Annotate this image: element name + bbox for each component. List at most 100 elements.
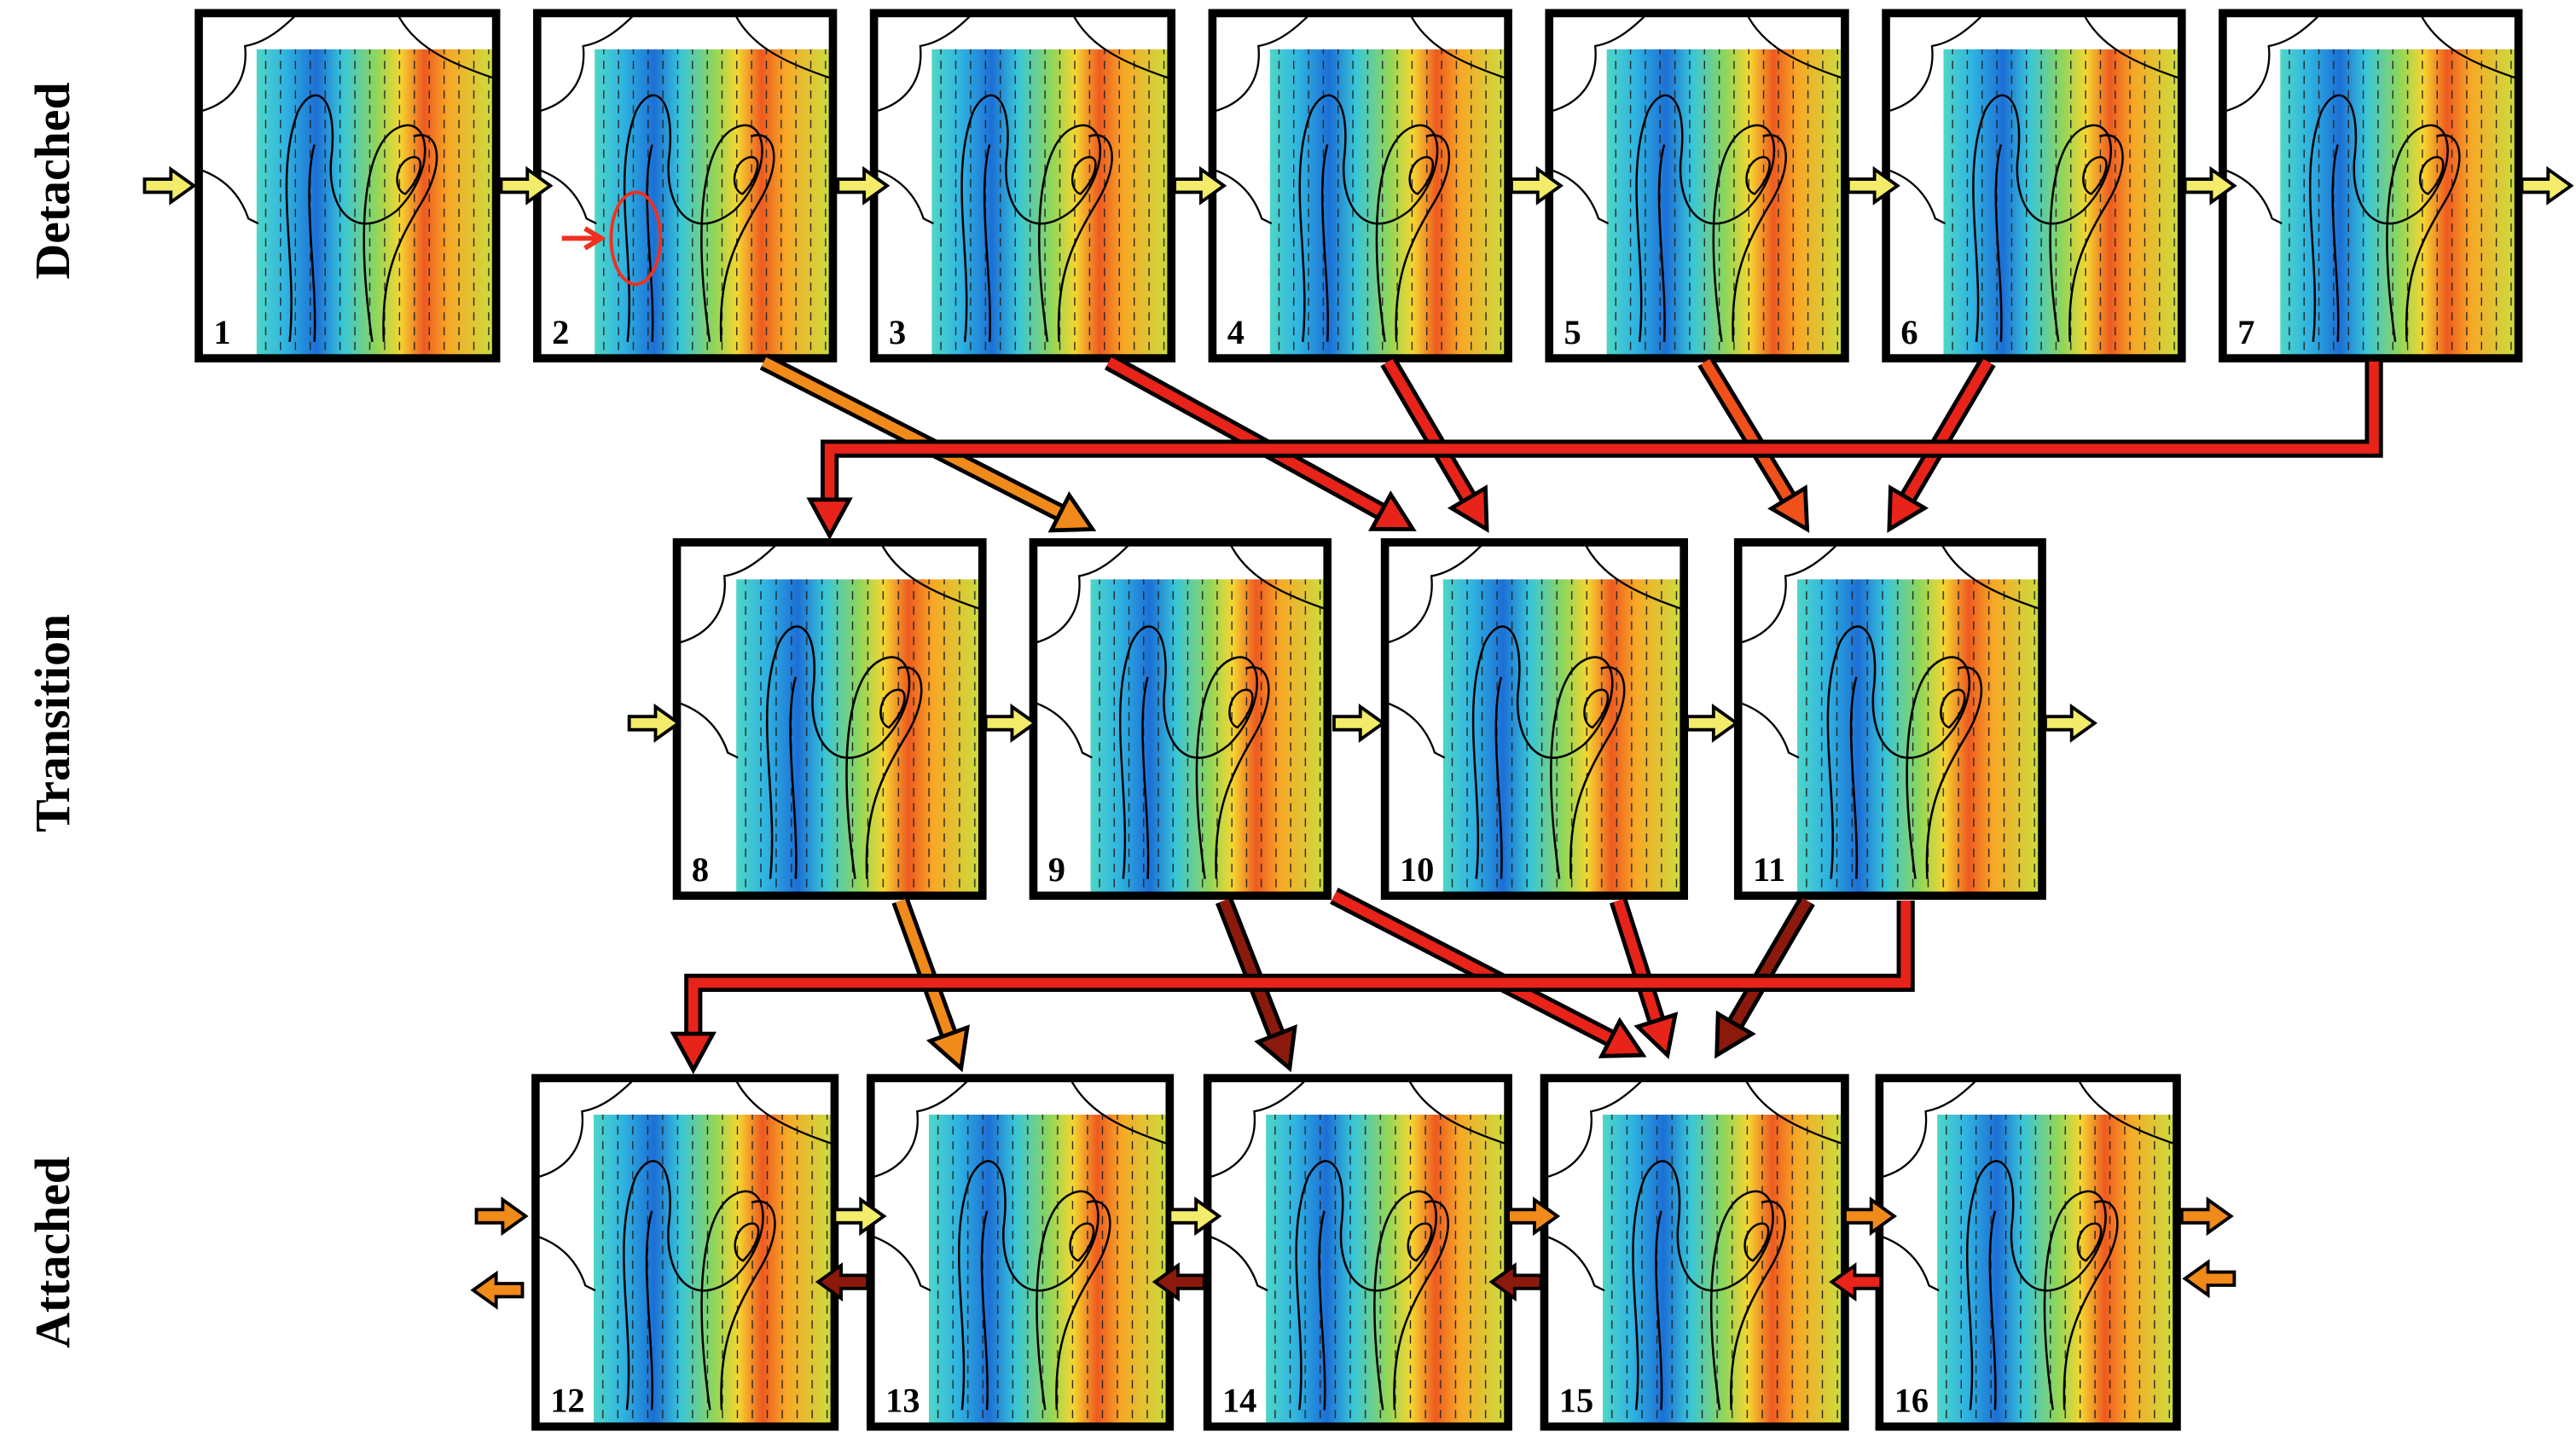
flow-arrow [2179,1197,2234,1237]
map-panel [870,1078,1170,1427]
panel-number: 15 [1559,1381,1593,1419]
panel-number: 7 [2237,313,2254,351]
arrow-body [824,361,2379,500]
map-panel [1738,542,2043,896]
arrow-body [896,899,954,1036]
arrow-outline [684,901,1915,1034]
panel-number: 16 [1894,1381,1929,1419]
arrow-body [1731,898,1812,1027]
panel-frame [1875,1074,2181,1431]
panel-number: 3 [889,313,906,351]
panel-number: 10 [1400,850,1434,889]
arrow-body [1106,356,1384,517]
flow-arrow [1842,1197,1898,1237]
arrow-head [670,1031,717,1075]
map-panel [535,1078,835,1427]
arrow-head [1714,1010,1756,1059]
flow-arrow [627,703,682,743]
flow-arrow [1510,165,1564,206]
panel-number: 14 [1222,1381,1256,1419]
map-panel [537,13,833,359]
map-panel [1212,13,1509,359]
flow-arrow [1488,1262,1543,1302]
flow-arrow [1829,1262,1883,1302]
row-label: Detached [26,82,80,279]
panel-number: 11 [1753,850,1785,889]
flow-arrow [983,703,1038,743]
panel-number: 9 [1048,850,1065,889]
map-panel [1549,13,1845,359]
highlight-ellipse [609,190,663,287]
arrow-head [1767,484,1810,533]
row-label: Transition [26,614,80,832]
flow-arrow [1168,1197,1222,1237]
arrow-body [761,356,1063,518]
panel-frame [1540,1074,1849,1431]
flow-arrow [1332,703,1387,743]
panel-frame [1029,538,1332,901]
row-label: Attached [26,1156,80,1348]
map-panel [1544,1078,1845,1427]
map-panel [1886,13,2182,359]
flow-arrow [833,1197,887,1237]
arrow-head [1047,490,1097,533]
arrow-body [1332,891,1614,1043]
highlight-arrow [561,226,606,251]
arrow-body [1219,898,1281,1037]
panel-number: 6 [1900,313,1917,351]
arrow-body [1613,899,1662,1023]
flow-arrow [1173,165,1227,206]
flow-arrow [1685,703,1740,743]
panel-frame [531,1074,839,1431]
flow-arrow [2520,165,2574,206]
map-panel [2222,13,2519,359]
map-panel [1384,542,1685,896]
flow-arrow [499,165,554,206]
arrow-body [1701,358,1793,501]
flow-arrow [470,1270,525,1310]
panel-frame [194,9,501,362]
panel-number: 4 [1227,313,1244,351]
panel-number: 1 [213,313,230,351]
arrow-body [688,901,1911,1034]
flow-arrow [142,165,197,206]
flow-arrow [2182,1259,2237,1299]
arrow-body [1903,359,1993,501]
flow-arrow [474,1197,529,1237]
arrow-head [806,497,853,541]
map-panel [873,13,1172,359]
flow-arrow [836,165,891,206]
arrow-outline [821,361,2383,500]
panel-frame [1733,538,2046,901]
panel-number: 12 [550,1381,584,1419]
panel-number: 8 [692,850,709,889]
map-panel [1207,1078,1509,1427]
arrow-head [1633,1011,1679,1059]
panel-number: 13 [885,1381,920,1419]
arrow-head [1447,484,1489,533]
map-panel [676,542,983,896]
map-panel [1033,542,1328,896]
map-panel [199,13,496,359]
arrow-body [1384,359,1473,501]
flow-arrow [1152,1262,1206,1302]
panel-number: 2 [552,313,569,351]
flow-arrow [1506,1197,1561,1237]
flow-arrow [815,1262,869,1302]
map-panel [1879,1078,2177,1427]
panel-frame [1203,1074,1512,1431]
flow-arrow [2043,703,2097,743]
panel-frame [672,538,987,901]
flow-arrow [2183,165,2237,206]
panel-frame [866,1074,1175,1431]
arrow-head [1368,490,1417,531]
panel-number: 5 [1564,313,1581,351]
panel-frame [1380,538,1688,901]
flow-arrow [1846,165,1900,206]
arrow-head [1887,484,1929,533]
arrow-head [925,1024,970,1073]
arrow-head [1254,1023,1297,1073]
arrow-head [1598,1017,1647,1058]
